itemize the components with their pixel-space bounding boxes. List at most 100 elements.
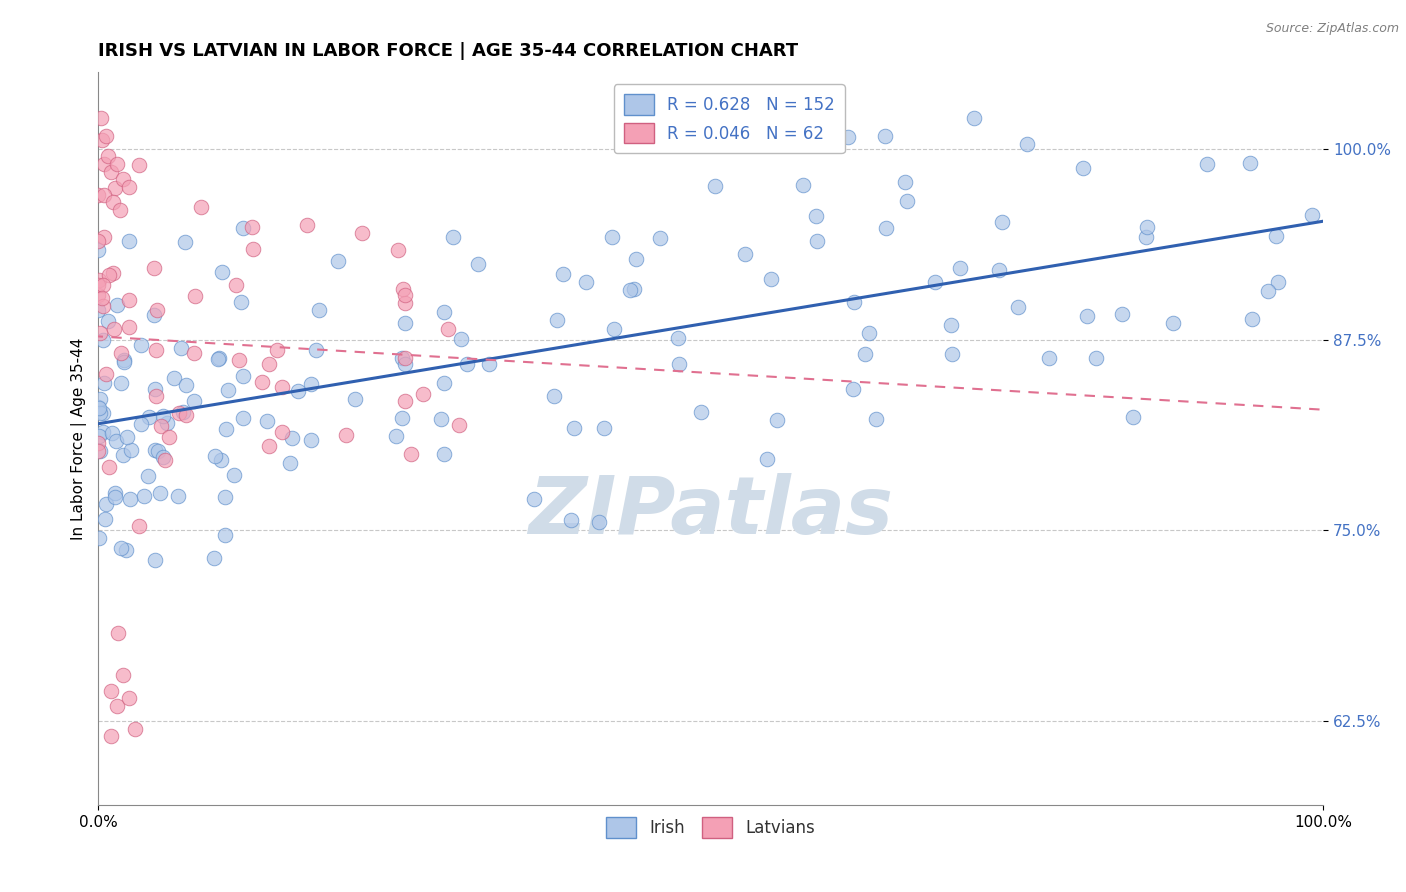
Point — [394, 288, 416, 302]
Point — [96, 497, 118, 511]
Point — [149, 419, 172, 434]
Point — [162, 371, 184, 385]
Point — [592, 421, 614, 435]
Point — [183, 346, 205, 360]
Point — [478, 357, 501, 371]
Point — [129, 417, 152, 432]
Point — [93, 278, 115, 293]
Point — [949, 261, 972, 276]
Point — [173, 235, 195, 249]
Point — [118, 492, 141, 507]
Point — [842, 294, 865, 309]
Point — [90, 112, 112, 126]
Point — [105, 698, 128, 713]
Point — [110, 541, 132, 556]
Point — [450, 332, 472, 346]
Point — [101, 266, 124, 280]
Point — [853, 347, 876, 361]
Point — [305, 343, 328, 358]
Point — [225, 277, 247, 292]
Point — [939, 318, 962, 333]
Point — [624, 252, 647, 266]
Point — [118, 180, 141, 194]
Point — [87, 531, 110, 545]
Point — [229, 294, 252, 309]
Point — [766, 412, 789, 426]
Point — [1071, 161, 1094, 175]
Point — [129, 337, 152, 351]
Point — [100, 164, 122, 178]
Point — [170, 341, 193, 355]
Point — [1015, 136, 1038, 151]
Point — [87, 273, 110, 287]
Point — [433, 305, 456, 319]
Point — [270, 425, 292, 439]
Point — [120, 442, 142, 457]
Point — [115, 430, 138, 444]
Point — [94, 512, 117, 526]
Point — [894, 175, 917, 189]
Point — [93, 157, 115, 171]
Point — [153, 452, 176, 467]
Point — [118, 235, 141, 249]
Point — [1076, 310, 1098, 324]
Point — [232, 411, 254, 425]
Point — [97, 314, 120, 328]
Point — [963, 112, 986, 126]
Point — [987, 263, 1010, 277]
Point — [112, 448, 135, 462]
Point — [328, 253, 350, 268]
Point — [190, 200, 212, 214]
Text: IRISH VS LATVIAN IN LABOR FORCE | AGE 35-44 CORRELATION CHART: IRISH VS LATVIAN IN LABOR FORCE | AGE 35… — [98, 42, 799, 60]
Point — [335, 428, 357, 442]
Point — [169, 406, 191, 420]
Point — [142, 260, 165, 275]
Point — [174, 378, 197, 392]
Point — [145, 389, 167, 403]
Point — [104, 485, 127, 500]
Point — [1111, 307, 1133, 321]
Point — [1085, 351, 1108, 366]
Point — [896, 194, 918, 208]
Point — [101, 195, 124, 210]
Point — [257, 439, 280, 453]
Point — [755, 452, 778, 467]
Point — [295, 218, 318, 232]
Point — [1007, 300, 1029, 314]
Point — [350, 227, 373, 241]
Point — [266, 343, 288, 357]
Point — [89, 406, 111, 420]
Point — [252, 375, 274, 389]
Point — [87, 444, 110, 458]
Point — [89, 326, 111, 341]
Point — [924, 275, 946, 289]
Point — [87, 277, 110, 292]
Point — [240, 219, 263, 234]
Point — [222, 468, 245, 483]
Point — [134, 489, 156, 503]
Point — [668, 357, 690, 371]
Point — [602, 230, 624, 244]
Point — [1264, 228, 1286, 243]
Point — [118, 319, 141, 334]
Point — [112, 353, 135, 368]
Point — [91, 333, 114, 347]
Point — [401, 447, 423, 461]
Point — [128, 158, 150, 172]
Point — [105, 157, 128, 171]
Point — [875, 220, 897, 235]
Point — [90, 133, 112, 147]
Point — [97, 149, 120, 163]
Point — [104, 434, 127, 448]
Point — [214, 527, 236, 541]
Point — [308, 302, 330, 317]
Point — [145, 343, 167, 358]
Point — [208, 351, 231, 365]
Point — [114, 542, 136, 557]
Point — [111, 668, 134, 682]
Point — [437, 322, 460, 336]
Point — [110, 202, 132, 217]
Point — [456, 357, 478, 371]
Point — [104, 181, 127, 195]
Point — [837, 129, 859, 144]
